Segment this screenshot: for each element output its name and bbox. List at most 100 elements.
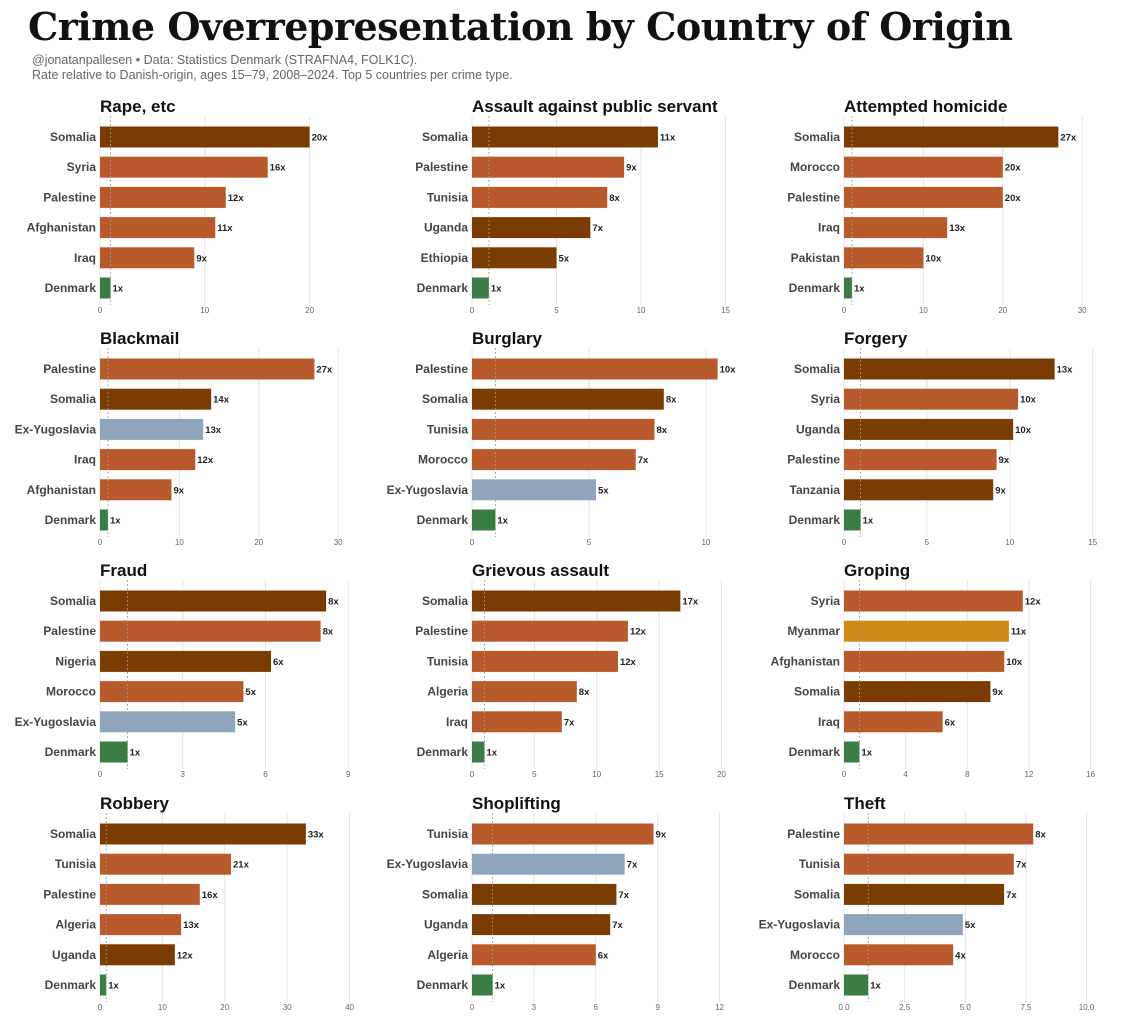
fraud-value-label: 8x [323, 627, 334, 638]
robbery-tick-label: 40 [345, 1003, 354, 1012]
burglary-value-label: 1x [497, 516, 508, 527]
groping-tick-label: 8 [965, 770, 970, 779]
assault-against-public-servant-bar-ethiopia [472, 247, 557, 269]
shoplifting-tick-label: 6 [594, 1003, 599, 1012]
theft-category-label: Tunisia [799, 857, 840, 871]
attempted-homicide-tick-label: 0 [842, 306, 847, 315]
grievous-assault-category-label: Tunisia [427, 654, 468, 668]
assault-against-public-servant-category-label: Palestine [415, 160, 468, 174]
theft-category-label: Somalia [794, 887, 840, 901]
grievous-assault-bar-iraq [472, 711, 562, 733]
shoplifting-category-label: Somalia [422, 887, 468, 901]
rape-etc-value-label: 20x [312, 133, 329, 144]
blackmail-tick-label: 30 [334, 538, 343, 547]
forgery-value-label: 9x [995, 485, 1006, 496]
shoplifting-value-label: 1x [495, 981, 506, 992]
shoplifting-bar-denmark [472, 974, 493, 996]
fraud-tick-label: 0 [98, 770, 103, 779]
assault-against-public-servant-tick-label: 5 [554, 306, 559, 315]
attempted-homicide-value-label: 10x [925, 253, 942, 264]
shoplifting-bar-uganda [472, 914, 611, 936]
attempted-homicide-bar-morocco [844, 156, 1003, 178]
theft-bar-somalia [844, 883, 1005, 905]
theft-value-label: 7x [1016, 860, 1027, 871]
burglary-category-label: Ex-Yugoslavia [387, 483, 469, 497]
attempted-homicide-value-label: 13x [949, 223, 966, 234]
rape-etc-bar-iraq [100, 247, 195, 269]
grievous-assault-tick-label: 15 [655, 770, 664, 779]
grievous-assault-tick-label: 20 [717, 770, 726, 779]
theft-category-label: Ex-Yugoslavia [759, 918, 841, 932]
groping-category-label: Iraq [818, 715, 840, 729]
grievous-assault-category-label: Palestine [415, 624, 468, 638]
robbery-value-label: 21x [233, 860, 250, 871]
theft-value-label: 8x [1035, 830, 1046, 841]
blackmail-value-label: 27x [316, 365, 333, 376]
fraud-value-label: 5x [237, 717, 248, 728]
forgery-bar-somalia [844, 358, 1055, 380]
groping-bar-denmark [844, 741, 860, 763]
groping-value-label: 12x [1025, 597, 1042, 608]
groping-category-label: Myanmar [787, 624, 840, 638]
shoplifting-bar-algeria [472, 944, 596, 966]
robbery-bar-somalia [100, 823, 306, 845]
shoplifting-value-label: 7x [627, 860, 638, 871]
attempted-homicide-value-label: 27x [1060, 133, 1077, 144]
grievous-assault-value-label: 8x [579, 687, 590, 698]
burglary-category-label: Somalia [422, 392, 468, 406]
forgery-category-label: Tanzania [790, 483, 841, 497]
grievous-assault-value-label: 12x [630, 627, 647, 638]
burglary-bar-denmark [472, 509, 496, 531]
groping-bar-myanmar [844, 620, 1009, 642]
rape-etc-value-label: 9x [196, 253, 207, 264]
assault-against-public-servant-category-label: Denmark [417, 281, 469, 295]
groping-category-label: Denmark [789, 745, 841, 759]
grievous-assault-value-label: 12x [620, 657, 637, 668]
shoplifting-value-label: 9x [656, 830, 667, 841]
groping-category-label: Syria [811, 594, 841, 608]
attempted-homicide-bar-iraq [844, 217, 948, 239]
blackmail-bar-ex-yugoslavia [100, 418, 204, 440]
attempted-homicide-bar-denmark [844, 277, 852, 299]
robbery-bar-tunisia [100, 853, 231, 875]
blackmail-tick-label: 0 [98, 538, 103, 547]
robbery-value-label: 33x [308, 830, 325, 841]
assault-against-public-servant-tick-label: 15 [721, 306, 730, 315]
robbery-category-label: Algeria [55, 918, 96, 932]
grievous-assault-category-label: Iraq [446, 715, 468, 729]
robbery-panel-title: Robbery [100, 794, 170, 813]
grievous-assault-tick-label: 0 [470, 770, 475, 779]
blackmail-tick-label: 10 [175, 538, 184, 547]
blackmail-bar-somalia [100, 388, 212, 410]
shoplifting-category-label: Ex-Yugoslavia [387, 857, 469, 871]
theft-value-label: 1x [870, 981, 881, 992]
fraud-value-label: 5x [245, 687, 256, 698]
assault-against-public-servant-tick-label: 10 [637, 306, 646, 315]
theft-bar-morocco [844, 944, 954, 966]
rape-etc-value-label: 16x [270, 163, 287, 174]
attempted-homicide-category-label: Palestine [787, 190, 840, 204]
rape-etc-value-label: 1x [112, 284, 123, 295]
attempted-homicide-panel-title: Attempted homicide [844, 97, 1007, 116]
theft-category-label: Denmark [789, 978, 841, 992]
forgery-tick-label: 10 [1005, 538, 1014, 547]
attempted-homicide-tick-label: 10 [919, 306, 928, 315]
blackmail-value-label: 13x [205, 425, 222, 436]
theft-bar-ex-yugoslavia [844, 914, 963, 936]
rape-etc-tick-label: 0 [98, 306, 103, 315]
theft-bar-tunisia [844, 853, 1014, 875]
blackmail-value-label: 1x [110, 516, 121, 527]
theft-value-label: 5x [965, 920, 976, 931]
forgery-bar-tanzania [844, 479, 994, 501]
attempted-homicide-value-label: 20x [1005, 163, 1022, 174]
burglary-category-label: Palestine [415, 362, 468, 376]
burglary-tick-label: 0 [470, 538, 475, 547]
fraud-bar-nigeria [100, 650, 271, 672]
rape-etc-bar-somalia [100, 126, 310, 148]
shoplifting-tick-label: 0 [470, 1003, 475, 1012]
grievous-assault-bar-palestine [472, 620, 628, 642]
fraud-category-label: Morocco [46, 685, 96, 699]
grievous-assault-bar-tunisia [472, 650, 618, 672]
burglary-value-label: 10x [720, 365, 737, 376]
